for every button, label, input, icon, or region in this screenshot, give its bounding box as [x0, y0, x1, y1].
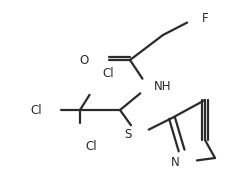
Text: Cl: Cl [102, 67, 114, 80]
Text: Cl: Cl [85, 140, 97, 153]
Text: O: O [80, 53, 89, 67]
Text: F: F [202, 12, 209, 25]
Text: Cl: Cl [30, 104, 42, 116]
Text: S: S [125, 129, 132, 142]
Text: NH: NH [154, 81, 172, 94]
Text: N: N [171, 156, 180, 169]
